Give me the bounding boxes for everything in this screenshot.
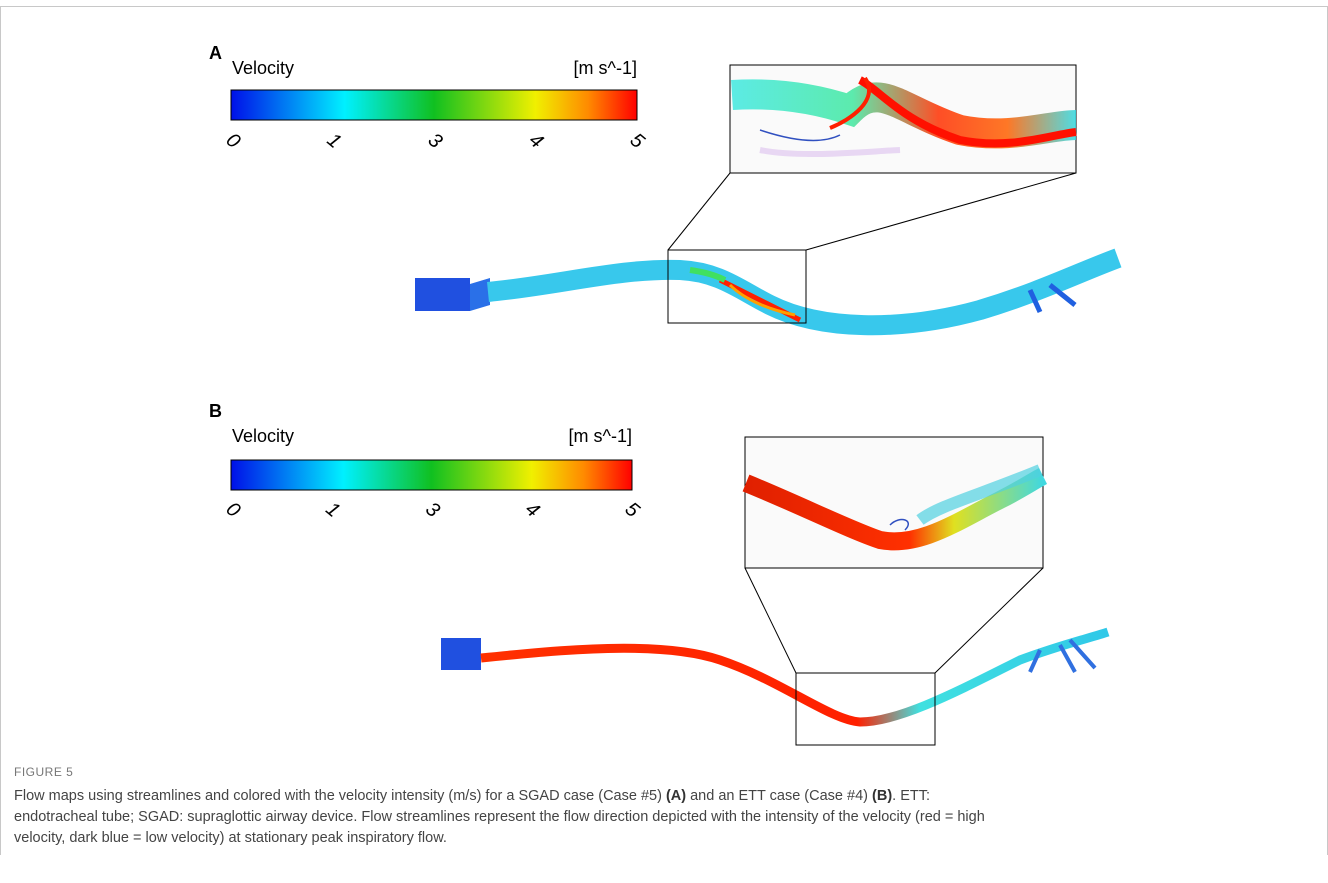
colorbar-tick-label: 5 bbox=[626, 129, 649, 154]
colorbar-ticks: 0 1 3 4 5 bbox=[222, 129, 649, 154]
colorbar bbox=[230, 459, 633, 491]
colorbar-tick-label: 0 bbox=[222, 129, 245, 153]
colorbar-tick-label: 3 bbox=[421, 498, 444, 522]
panel-label: A bbox=[209, 43, 222, 63]
airway-model bbox=[415, 248, 1122, 336]
caption-text: . ETT: endotracheal tube; SGAD: supraglo… bbox=[14, 788, 985, 846]
colorbar-tick-label: 4 bbox=[525, 129, 548, 153]
caption-text: Flow maps using streamlines and colored … bbox=[14, 788, 666, 804]
colorbar-tick-label: 1 bbox=[321, 498, 344, 522]
figure-label: FIGURE 5 bbox=[14, 765, 74, 779]
colorbar bbox=[230, 89, 638, 121]
figure: A Velocity [m s^-1] 0 1 3 4 5 B Velocity [m … bbox=[209, 43, 1122, 746]
inset-streamlines bbox=[731, 76, 1077, 158]
caption: Flow maps using streamlines and colored … bbox=[14, 786, 1014, 849]
zoom-box bbox=[795, 672, 936, 746]
colorbar-tick-label: 1 bbox=[323, 129, 346, 153]
inset-streamlines bbox=[742, 464, 1048, 551]
panel-label: B bbox=[209, 401, 222, 421]
caption-ref: (A) bbox=[665, 788, 687, 804]
zoom-line bbox=[934, 567, 1044, 674]
colorbar-tick-label: 5 bbox=[621, 498, 644, 523]
colorbar-tick-label: 3 bbox=[424, 129, 447, 153]
caption-text: and an ETT case (Case #4) bbox=[686, 788, 873, 804]
legend-title: Velocity bbox=[232, 58, 294, 78]
zoom-line bbox=[805, 172, 1077, 251]
legend-unit: [m s^-1] bbox=[574, 58, 637, 78]
colorbar-tick-label: 0 bbox=[222, 498, 245, 522]
legend-unit: [m s^-1] bbox=[569, 426, 632, 446]
airway-model bbox=[441, 627, 1110, 727]
zoom-box bbox=[667, 249, 807, 324]
zoom-line bbox=[667, 172, 731, 251]
zoom-line bbox=[744, 567, 797, 674]
legend-title: Velocity bbox=[232, 426, 294, 446]
caption-ref: (B) bbox=[872, 788, 893, 804]
colorbar-ticks: 0 1 3 4 5 bbox=[222, 498, 644, 523]
colorbar-tick-label: 4 bbox=[521, 498, 544, 522]
